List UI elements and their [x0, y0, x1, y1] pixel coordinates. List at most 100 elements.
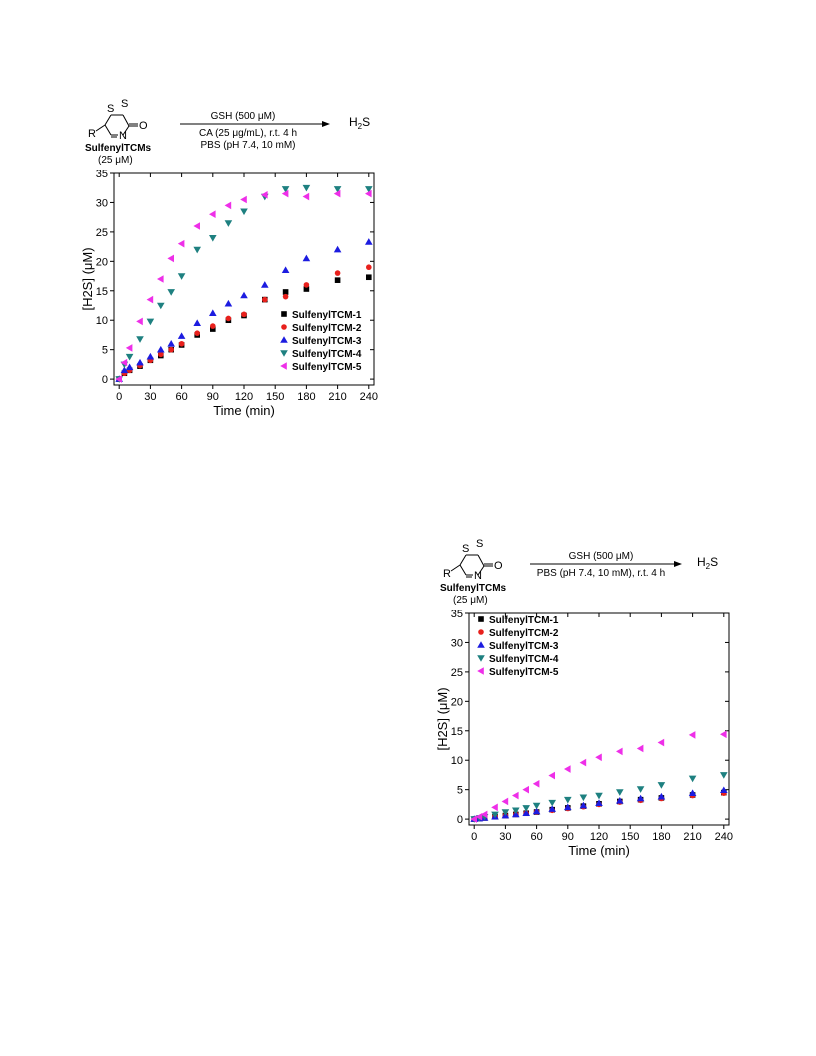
legend-marker [477, 655, 485, 662]
x-tick-label: 0 [116, 391, 122, 403]
data-point [136, 317, 143, 326]
data-point [480, 810, 488, 819]
data-point [177, 273, 186, 280]
x-tick-label: 180 [652, 831, 670, 843]
x-tick-label: 60 [175, 391, 187, 403]
data-point [491, 803, 498, 812]
y-tick-label: 25 [451, 667, 463, 679]
data-point [365, 186, 373, 193]
ring-atom-o: O [494, 560, 503, 572]
data-point [281, 266, 290, 273]
reaction-scheme-a: S S O N R SulfenylTCMs (25 μM) GSH (500 … [85, 98, 370, 166]
data-point [688, 789, 697, 796]
data-point [120, 366, 129, 374]
reaction-arrowhead [674, 561, 682, 567]
data-point [224, 201, 232, 210]
data-point [501, 809, 510, 816]
data-point [120, 358, 128, 367]
data-point [240, 195, 247, 204]
data-point [636, 744, 644, 753]
x-tick-label: 150 [621, 831, 639, 843]
data-point [167, 254, 174, 263]
legend-label: SulfenylTCM-3 [292, 336, 362, 347]
y-tick-label: 5 [457, 785, 463, 797]
legend-label: SulfenylTCM-1 [489, 615, 559, 626]
data-point [210, 323, 216, 329]
x-tick-label: 240 [360, 391, 378, 403]
x-tick-label: 90 [562, 831, 574, 843]
data-point [136, 358, 144, 366]
data-point [522, 809, 530, 817]
data-point [616, 747, 623, 756]
data-point [193, 319, 201, 326]
data-point [595, 799, 603, 807]
data-point [366, 264, 372, 271]
legend-marker [280, 350, 288, 357]
x-axis-label: Time (min) [568, 843, 630, 858]
x-axis-label: Time (min) [213, 403, 275, 418]
data-point [224, 220, 233, 227]
legend-marker [280, 362, 287, 370]
data-point [302, 184, 311, 192]
conditions-above-arrow: GSH (500 μM) [211, 111, 276, 122]
conditions-below-arrow-1: CA (25 μg/mL), r.t. 4 h [199, 128, 297, 139]
data-point [564, 803, 572, 811]
series-3 [470, 786, 728, 822]
data-point [532, 802, 541, 810]
data-point [125, 353, 134, 361]
ring-substituent-r: R [443, 568, 451, 580]
data-point [281, 189, 289, 198]
data-point [333, 186, 342, 193]
legend-marker [281, 324, 287, 330]
data-point [282, 293, 289, 300]
data-point [281, 186, 290, 193]
y-axis-label: [H2S] (μM) [435, 687, 450, 750]
legend-label: SulfenylTCM-1 [292, 310, 362, 321]
y-tick-label: 15 [451, 726, 463, 738]
data-point [177, 332, 186, 339]
data-point [240, 291, 248, 299]
legend-marker [478, 629, 484, 635]
reactant-concentration: (25 μM) [453, 595, 488, 606]
data-point [262, 296, 268, 303]
data-point [579, 801, 588, 809]
data-point [616, 789, 624, 796]
y-tick-label: 30 [96, 197, 108, 209]
data-point [261, 190, 268, 199]
data-point [178, 340, 185, 347]
thiadiazolone-structure [450, 554, 493, 578]
data-point [720, 786, 728, 794]
x-tick-label: 30 [144, 391, 156, 403]
ring-atom-n: N [474, 570, 482, 582]
data-point [548, 799, 556, 807]
ring-atom-s1: S [107, 103, 114, 115]
ring-atom-n: N [119, 130, 127, 142]
reactant-concentration: (25 μM) [98, 155, 133, 166]
series-5 [470, 730, 727, 823]
data-point [225, 315, 232, 322]
x-tick-label: 120 [235, 391, 253, 403]
y-axis-label: [H2S] (μM) [80, 247, 95, 310]
data-point [177, 239, 185, 248]
ring-atom-s2: S [121, 98, 128, 110]
data-point [302, 254, 311, 262]
data-point [334, 277, 341, 283]
legend-label: SulfenylTCM-5 [489, 667, 559, 678]
y-tick-label: 0 [457, 814, 463, 826]
data-point [193, 246, 201, 254]
data-point [636, 786, 645, 793]
thiadiazolone-structure [95, 114, 138, 138]
chart-a: 0 30 60 90 120 150 180 210 240 0 5 10 15 20 25 30 35 Time… [80, 170, 378, 418]
y-tick-label: 30 [451, 637, 463, 649]
data-point [548, 805, 556, 812]
data-point [564, 796, 572, 804]
legend: SulfenylTCM-1 SulfenylTCM-2 SulfenylTCM-3 S… [280, 310, 362, 373]
legend-label: SulfenylTCM-4 [489, 654, 559, 665]
data-point [532, 779, 540, 788]
data-point [157, 275, 164, 283]
legend-marker [477, 641, 485, 648]
data-point [209, 210, 216, 219]
data-point [302, 192, 310, 201]
ring-atom-s2: S [476, 538, 483, 550]
data-point [334, 270, 341, 276]
